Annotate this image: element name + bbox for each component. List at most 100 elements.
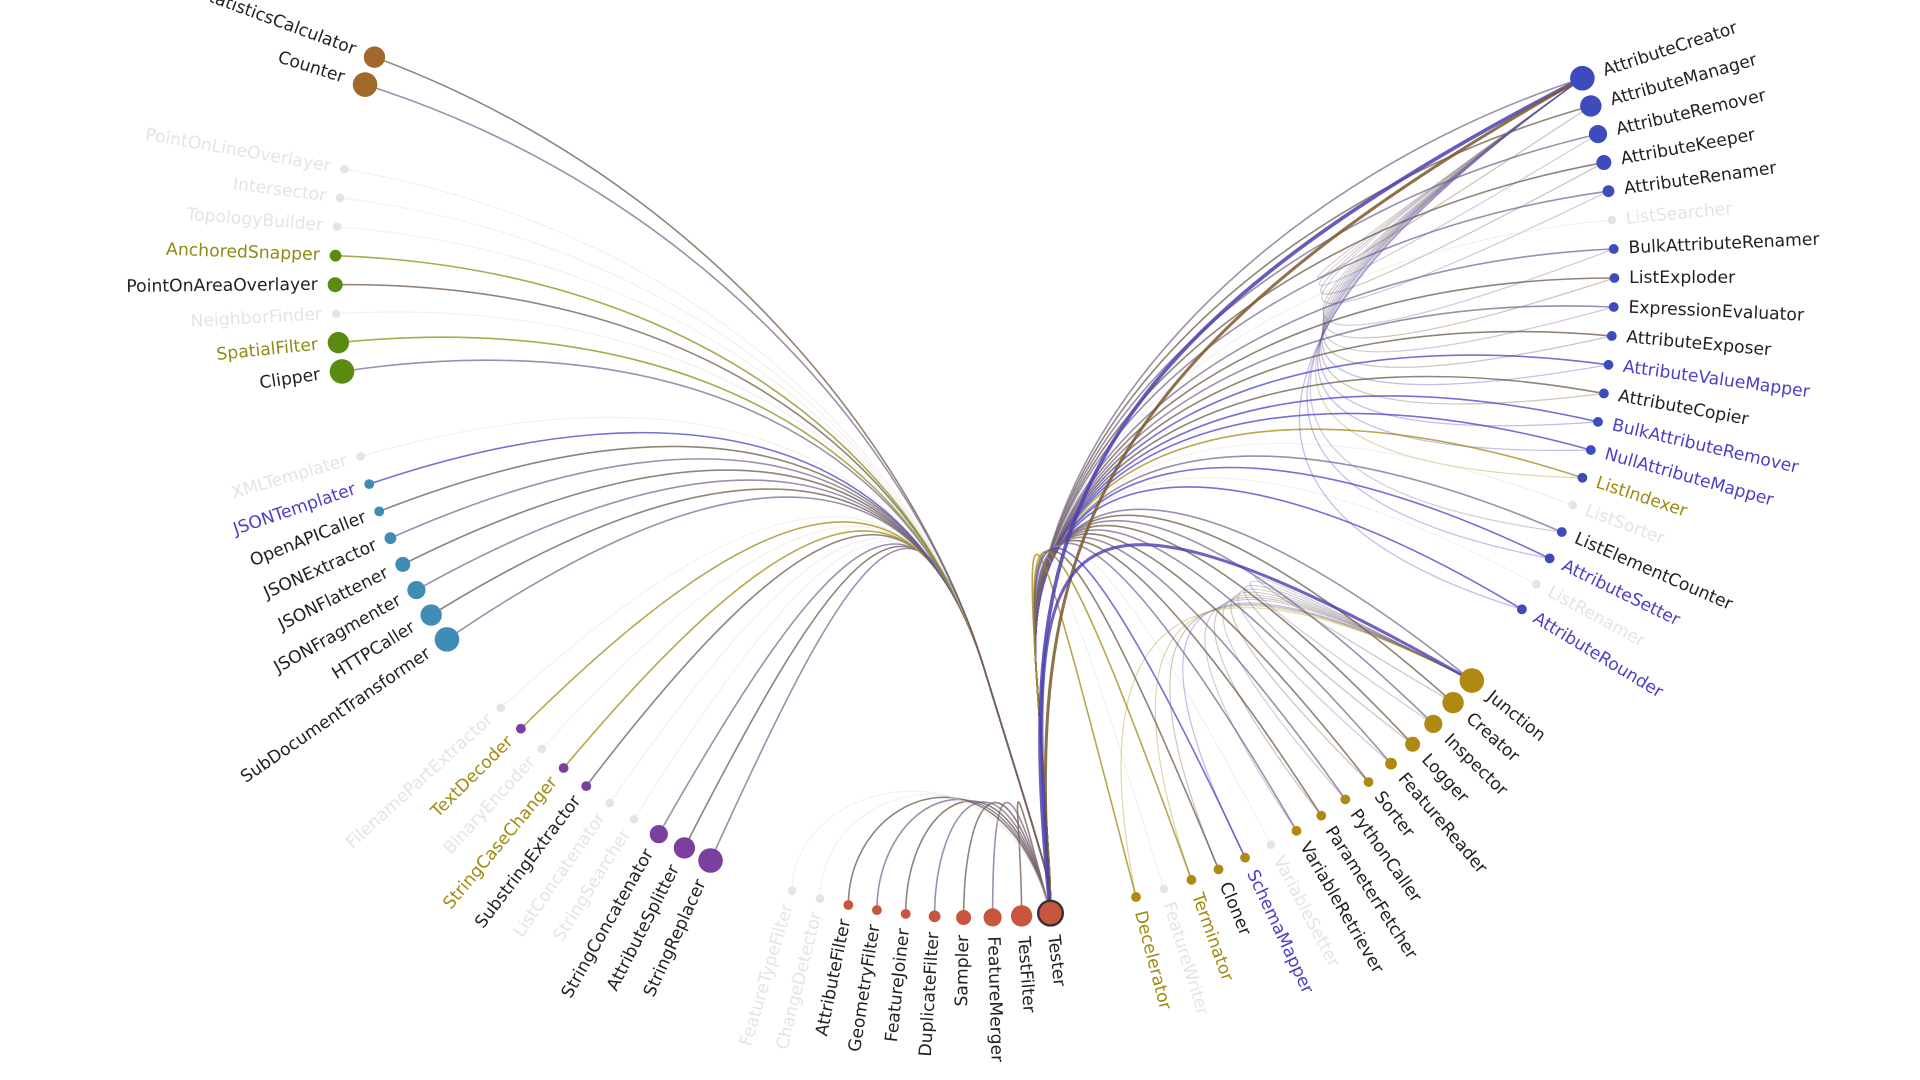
node-dot [1570, 65, 1595, 91]
node-dot [1598, 388, 1609, 399]
edge [1316, 77, 1592, 279]
edge [416, 479, 1052, 914]
node-dot [1240, 852, 1251, 863]
node-dot [1608, 302, 1619, 312]
node-dot [629, 814, 639, 824]
edge [683, 545, 1052, 914]
edge [1322, 77, 1614, 326]
edge [1322, 77, 1615, 339]
edge [1237, 588, 1473, 765]
node-dot [1580, 95, 1602, 117]
node-dot [332, 222, 342, 232]
node-dot [1603, 359, 1614, 370]
edge [709, 547, 1052, 914]
edge [1317, 77, 1591, 452]
edge [1321, 77, 1609, 304]
node-label: NeighborFinder [190, 304, 323, 331]
edge [1322, 77, 1612, 368]
node-dot [1131, 892, 1141, 902]
node-dot [327, 331, 350, 354]
node-dot [900, 908, 911, 919]
node-dot [843, 900, 854, 910]
edge [1322, 77, 1614, 353]
node-dot [496, 703, 506, 712]
node-dot [1213, 864, 1224, 875]
node-dot [1442, 691, 1464, 714]
edge [1309, 77, 1583, 533]
node-dot [871, 905, 882, 916]
edge [1016, 801, 1052, 916]
node-dot [331, 309, 341, 319]
edge [1243, 584, 1473, 745]
node-dot [434, 627, 460, 652]
edges [335, 56, 1615, 918]
edge [819, 794, 1052, 914]
node-label: Sampler [952, 934, 973, 1007]
node-dot [407, 580, 426, 600]
edge [1169, 603, 1473, 870]
edge [633, 540, 1052, 914]
edge [1038, 76, 1584, 914]
edge [933, 801, 1052, 917]
edge [847, 796, 1052, 914]
node-dot [1606, 331, 1617, 341]
node-dot [1588, 125, 1608, 144]
node-dot [558, 763, 569, 773]
node-dot [374, 506, 385, 517]
node-dot [1424, 714, 1443, 734]
node-dot [1459, 668, 1485, 693]
node-label: ListExploder [1629, 268, 1736, 288]
node-dot [1577, 472, 1588, 483]
node-dot [384, 532, 397, 545]
edge [1306, 77, 1583, 559]
node-dot [1585, 445, 1596, 455]
node-label: StatisticsCalculator [196, 0, 360, 60]
edge [1182, 602, 1473, 858]
node-dot [340, 164, 349, 174]
node-dot [1609, 273, 1620, 283]
node-dot [928, 910, 941, 923]
edge [1154, 605, 1473, 881]
edge [876, 798, 1052, 914]
node-dot [420, 604, 442, 626]
node-label: PointOnLineOverlayer [144, 125, 333, 177]
node-dot [1036, 899, 1065, 927]
edge [1034, 161, 1605, 914]
edge [904, 800, 1052, 914]
node-dot [1516, 604, 1527, 615]
edge [1318, 77, 1599, 287]
node-dot [787, 886, 797, 896]
node-label: FeatureMerger [983, 936, 1007, 1063]
node-dot [983, 908, 1002, 927]
edge [1222, 594, 1473, 800]
edge [1320, 77, 1604, 405]
node-label: SpatialFilter [216, 335, 320, 365]
node-dot [673, 837, 696, 859]
node-dot [1363, 777, 1374, 787]
node-label: BulkAttributeRenamer [1628, 230, 1821, 259]
node-dot [956, 910, 972, 926]
node-dot [1266, 840, 1276, 850]
edge [1034, 354, 1609, 914]
node-label: AnchoredSnapper [166, 240, 321, 265]
node-label: TestFilter [1013, 935, 1039, 1015]
node-dot [537, 744, 547, 754]
node-dot [329, 359, 355, 384]
node-dot [1405, 736, 1421, 752]
edge [1315, 77, 1583, 479]
node-label: ExpressionEvaluator [1628, 298, 1805, 326]
node-dot [327, 277, 343, 293]
node-label: Intersector [232, 174, 328, 206]
node-dot [1159, 884, 1169, 894]
edge [1318, 77, 1599, 427]
node-dot [1602, 185, 1615, 198]
node-label: FeatureJoiner [882, 927, 914, 1043]
node-dot [1593, 416, 1603, 427]
node-dot [335, 193, 345, 203]
node-dot [1532, 579, 1541, 589]
node-label: TopologyBuilder [185, 205, 325, 236]
edge [1204, 598, 1473, 832]
node-dot [1568, 500, 1578, 510]
node-dot [1316, 810, 1327, 821]
